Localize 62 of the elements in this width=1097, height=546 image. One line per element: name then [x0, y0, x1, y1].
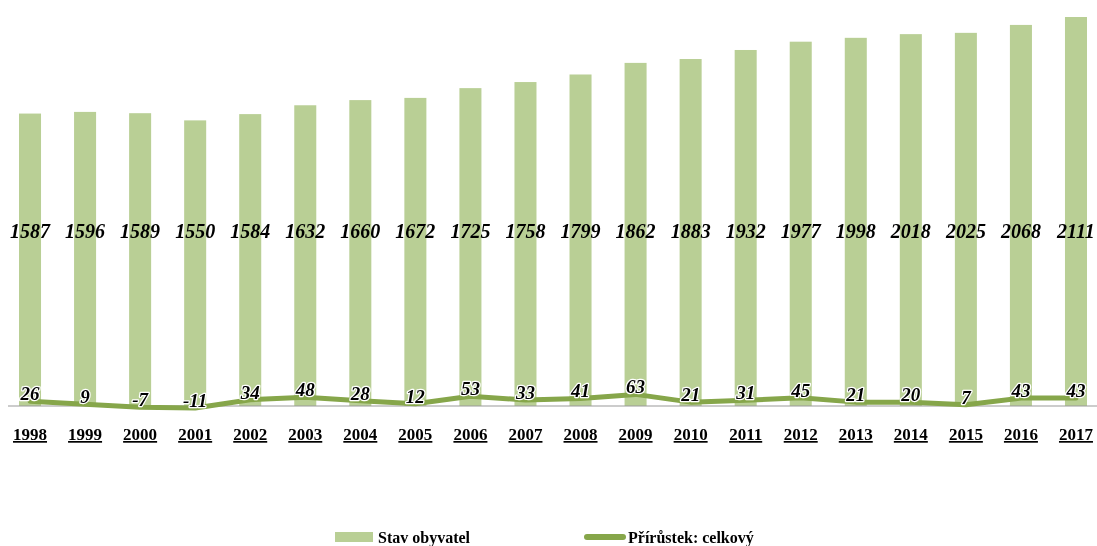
x-tick-label: 1999 — [68, 425, 103, 444]
x-tick-label: 2008 — [563, 425, 598, 444]
data-label: 1932 — [725, 220, 766, 242]
data-label: 2018 — [889, 220, 931, 242]
data-label: 31 — [735, 382, 756, 404]
data-label: 1672 — [395, 220, 436, 242]
data-label: 1862 — [615, 220, 656, 242]
x-tick-label: 2003 — [288, 425, 323, 444]
x-tick-label: 2001 — [178, 425, 213, 444]
data-label: 1799 — [560, 220, 601, 242]
data-label: 48 — [294, 379, 316, 401]
data-label: -11 — [183, 390, 208, 412]
x-tick-label: 1998 — [13, 425, 48, 444]
x-tick-label: 2013 — [838, 425, 873, 444]
data-label: 43 — [1010, 380, 1031, 402]
data-label: -7 — [132, 389, 150, 411]
data-label: 63 — [626, 376, 646, 398]
data-label: 1587 — [10, 220, 52, 242]
x-tick-label: 2004 — [343, 425, 378, 444]
data-label: 1977 — [780, 220, 822, 242]
data-label: 1584 — [230, 220, 271, 242]
x-tick-label: 2016 — [1003, 425, 1038, 444]
data-label: 12 — [405, 385, 426, 407]
data-label: 7 — [961, 386, 973, 408]
data-label: 9 — [80, 386, 91, 408]
data-label: 1758 — [505, 220, 546, 242]
data-label: 53 — [460, 378, 480, 400]
x-tick-label: 2012 — [783, 425, 818, 444]
data-label: 26 — [19, 383, 41, 405]
data-label: 2111 — [1056, 220, 1095, 242]
data-label: 45 — [790, 379, 811, 401]
data-label: 41 — [570, 380, 591, 402]
x-tick-label: 2002 — [233, 425, 268, 444]
data-label: 1998 — [835, 220, 876, 242]
legend-label: Přírůstek: celkový — [628, 529, 754, 546]
x-tick-label: 2005 — [398, 425, 433, 444]
data-label: 1725 — [450, 220, 491, 242]
x-tick-label: 2017 — [1058, 425, 1094, 444]
x-tick-label: 2009 — [618, 425, 653, 444]
data-label: 33 — [514, 381, 535, 403]
x-tick-label: 2010 — [673, 425, 708, 444]
data-label: 21 — [680, 384, 701, 406]
x-tick-label: 2000 — [123, 425, 158, 444]
data-label: 1632 — [285, 220, 326, 242]
data-label: 1660 — [340, 220, 381, 242]
data-label: 1596 — [65, 220, 106, 242]
data-label: 2025 — [944, 220, 986, 242]
data-label: 21 — [845, 384, 866, 406]
data-label: 1883 — [670, 220, 711, 242]
data-label: 1589 — [120, 220, 161, 242]
x-tick-label: 2007 — [508, 425, 543, 444]
legend-label: Stav obyvatel — [378, 529, 471, 546]
x-tick-label: 2015 — [948, 425, 983, 444]
data-label: 34 — [239, 381, 260, 403]
data-label: 1550 — [175, 220, 216, 242]
x-tick-label: 2014 — [893, 425, 929, 444]
data-label: 2068 — [999, 220, 1041, 242]
x-tick-label: 2006 — [453, 425, 488, 444]
data-label: 20 — [900, 384, 921, 406]
x-tick-label: 2011 — [729, 425, 763, 444]
data-label: 28 — [349, 382, 371, 404]
data-label: 43 — [1065, 380, 1086, 402]
